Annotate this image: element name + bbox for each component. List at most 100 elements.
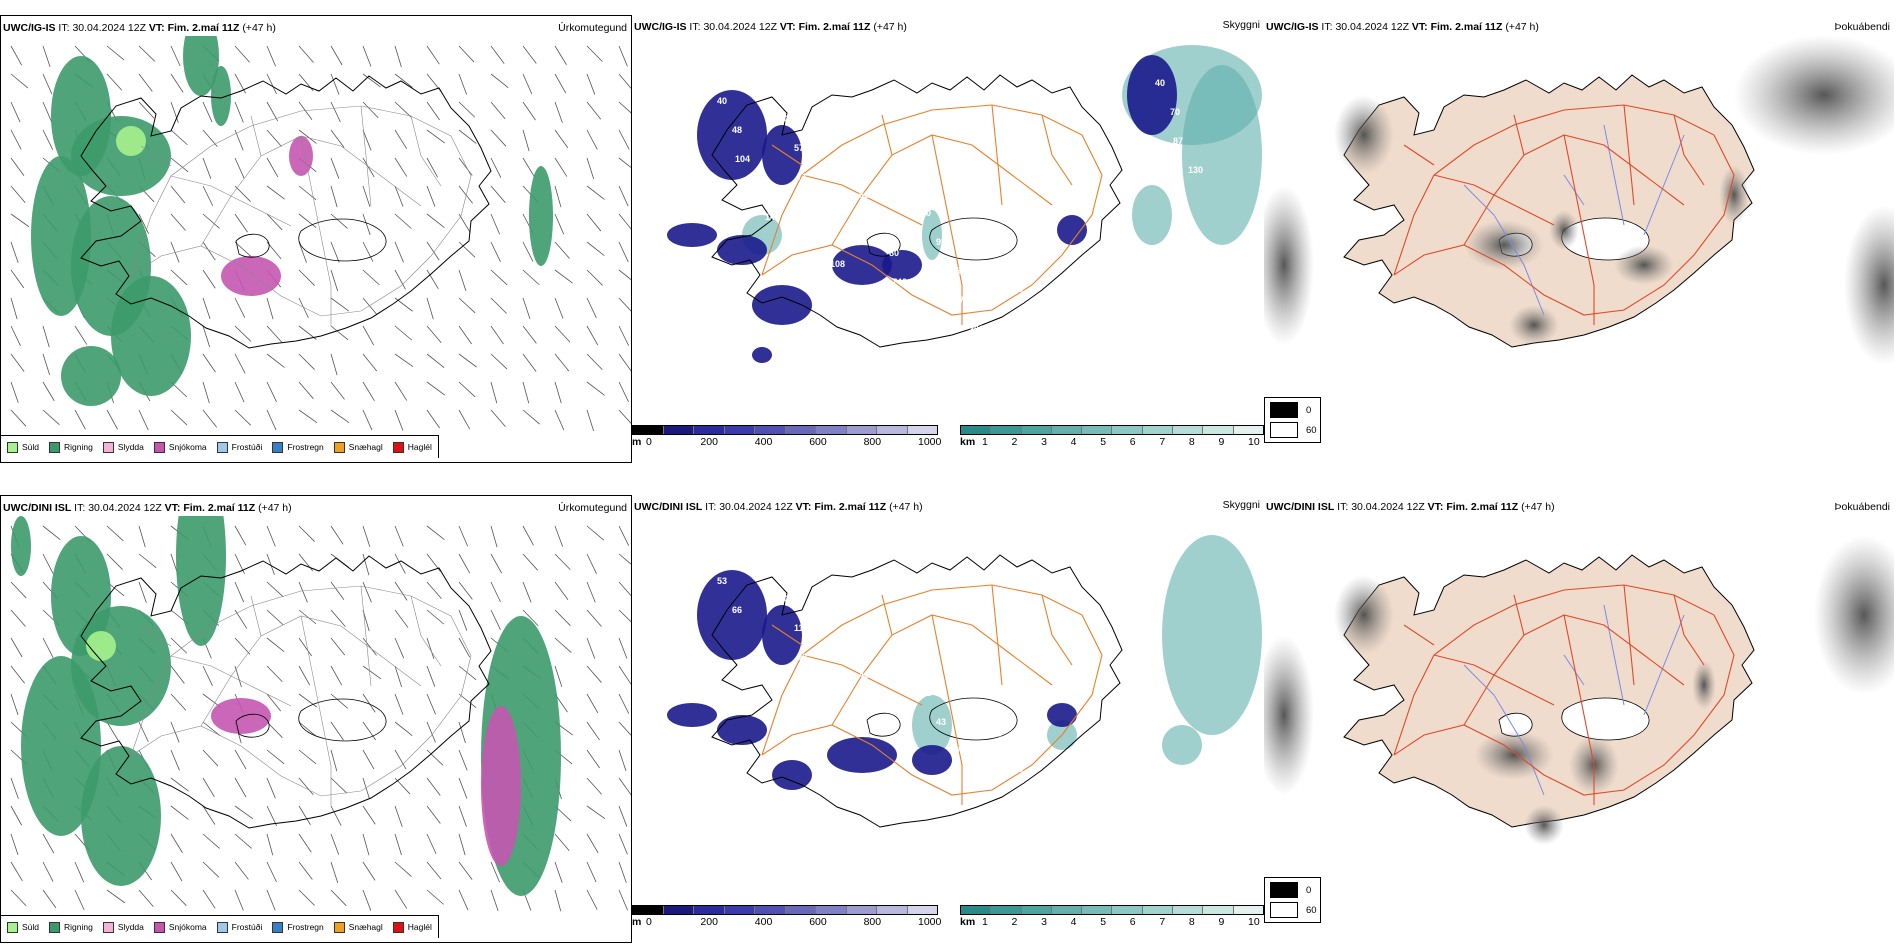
visibility-value: 208 (1111, 118, 1126, 128)
wind-barb (298, 777, 314, 796)
wind-barb (586, 721, 600, 741)
wind-barb (234, 45, 250, 63)
legend-swatch (216, 921, 228, 933)
visibility-value: 60 (998, 735, 1008, 745)
wind-barb (10, 861, 23, 882)
wind-barb (10, 637, 23, 658)
legend-swatch (392, 921, 404, 933)
wind-barb (458, 721, 466, 744)
colorbar-tick: 1 (982, 916, 988, 928)
fog-legend-row: 0 (1270, 402, 1311, 418)
visibility-value: 70 (1170, 107, 1180, 117)
visibility-value: 50 (779, 594, 789, 604)
wind-barb (330, 581, 345, 601)
wind-barb (10, 581, 27, 599)
legend-swatch (216, 441, 228, 453)
wind-barb (490, 297, 507, 314)
fog-area (1524, 805, 1564, 845)
road (771, 624, 803, 646)
wind-barb (106, 45, 125, 61)
wind-barb (362, 693, 376, 713)
wind-barb (298, 693, 317, 708)
wind-barb (138, 553, 157, 569)
wind-barb (586, 269, 603, 286)
visibility_bar-colorbar: km 1 2 3 4 5 6 7 8 9 10 (960, 425, 1264, 451)
wind-barb (202, 889, 216, 909)
fog-area (1844, 205, 1894, 365)
fog-area (1334, 95, 1394, 175)
color-bars: m 0 200 400 600 800 1000 km 1 2 3 4 5 6 7 8 9 10 (632, 425, 1264, 451)
wind-barb (10, 409, 27, 427)
wind-barb (362, 213, 371, 235)
wind-barb (234, 749, 247, 770)
colorbar-step (961, 426, 992, 434)
road (801, 174, 923, 226)
wind-barb (234, 833, 252, 849)
precip-area (221, 256, 281, 296)
precip-areas (31, 36, 553, 406)
river (1603, 604, 1625, 706)
wind-barb (426, 241, 440, 261)
wind-barb (618, 889, 628, 911)
colorbar-step (1203, 906, 1234, 914)
wind-barb (490, 381, 498, 404)
glacier-vatnajokull (929, 697, 1018, 741)
wind-barb (394, 749, 407, 770)
wind-barb (618, 185, 629, 207)
colorbar-step (755, 906, 786, 914)
precip-area (86, 631, 116, 661)
wind-barb (202, 381, 210, 404)
wind-barb (202, 833, 220, 849)
colorbar-unit: km (960, 916, 976, 928)
visibility-value: 74 (856, 641, 866, 651)
wind-barb (42, 325, 50, 348)
road (991, 584, 1003, 686)
colorbar-unit: m (632, 916, 642, 928)
wind-barb (330, 73, 340, 95)
wind-barb (522, 297, 531, 319)
coastline (1343, 554, 1755, 828)
legend-item: Frostregn (272, 441, 324, 453)
wind-barb (42, 353, 51, 376)
wind-barb (202, 325, 211, 348)
colorbar-step (1082, 906, 1113, 914)
wind-barb (394, 353, 414, 368)
colorbar-tick: 7 (1159, 916, 1166, 928)
wind-barb (554, 157, 568, 177)
road (931, 134, 963, 325)
fog-area (1057, 215, 1087, 245)
wind-barb (554, 861, 563, 883)
legend-swatch (333, 441, 345, 453)
panel-title: UWC/DINI ISL IT: 30.04.2024 12Z VT: Fim.… (1266, 501, 1555, 513)
glacier-langjokull (866, 712, 901, 737)
precip-legend: Súld Rigning Slydda Snjókoma Frostúði Frostre… (1, 915, 439, 938)
wind-barb (10, 185, 26, 204)
road (1041, 594, 1073, 666)
wind-barb (202, 185, 214, 206)
wind-barb (458, 833, 466, 856)
wind-barb (10, 889, 27, 907)
wind-barb (10, 269, 25, 289)
wind-barb (234, 241, 252, 258)
road (801, 654, 923, 706)
wind-barb (266, 637, 285, 653)
wind-barb (522, 101, 536, 121)
road (991, 104, 1003, 206)
colorbar-step (1142, 906, 1174, 914)
wind-barb (554, 45, 567, 65)
road (761, 104, 1103, 316)
colorbar-tick: 10 (1248, 436, 1260, 448)
wind-barb (586, 833, 599, 854)
visibility-value: 82 (921, 688, 931, 698)
wind-barb (330, 637, 346, 656)
river (1463, 184, 1545, 316)
wind-barb (234, 889, 244, 911)
fog-legend: 0 60 (1264, 877, 1321, 923)
wind-barb (42, 525, 61, 540)
colorbar-step (1203, 426, 1234, 434)
colorbar-step (663, 906, 694, 914)
visibility-panel-row1: UWC/IG-IS IT: 30.04.2024 12Z VT: Fim. 2.… (632, 15, 1264, 463)
wind-barb (394, 637, 405, 659)
road (1563, 614, 1595, 805)
wind-barb (170, 833, 183, 853)
